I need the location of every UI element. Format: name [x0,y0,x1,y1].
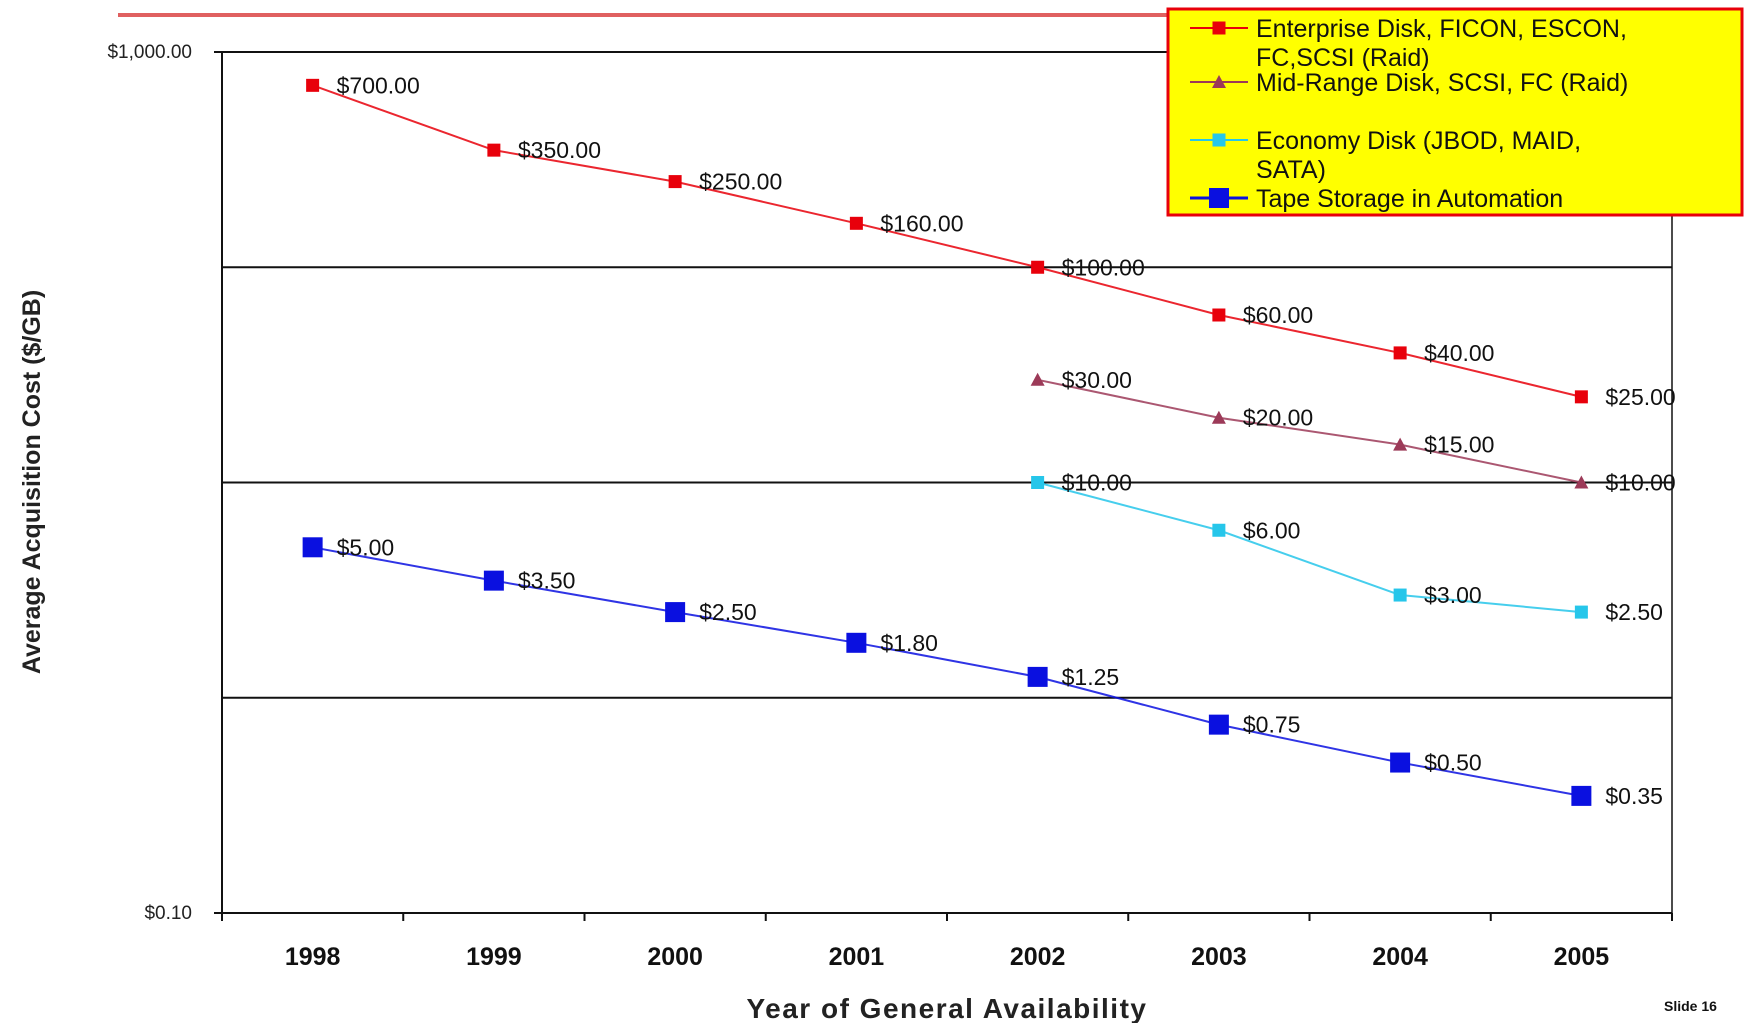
triangle-marker [1030,372,1045,386]
data-label: $2.50 [699,599,757,625]
legend-label: Enterprise Disk, FICON, ESCON, [1256,15,1627,43]
legend: Enterprise Disk, FICON, ESCON,FC,SCSI (R… [1166,7,1744,217]
data-label: $25.00 [1605,384,1675,410]
x-tick-label: 2004 [1372,943,1428,971]
square-marker [1393,588,1407,602]
x-tick-label: 2001 [829,943,885,971]
square-marker [487,143,501,157]
square-marker [1209,188,1229,208]
legend-label: Tape Storage in Automation [1256,185,1563,213]
legend-entries: Enterprise Disk, FICON, ESCON,FC,SCSI (R… [1190,15,1628,213]
slide-number: Slide 16 [1664,998,1717,1014]
data-label: $2.50 [1605,599,1663,625]
data-label: $15.00 [1424,432,1494,458]
square-marker [1212,21,1226,35]
data-label: $0.35 [1605,783,1663,809]
series-group: $700.00 $350.00 $250.00 $160.00 $100.00 $60.0… [306,72,1676,410]
data-label: $20.00 [1243,405,1313,431]
square-marker [1027,666,1048,687]
data-label: $10.00 [1062,470,1132,496]
data-label: $3.00 [1424,582,1482,608]
square-marker [1574,605,1588,619]
triangle-marker [1393,437,1408,451]
x-tick-label: 2005 [1554,943,1610,971]
data-label: $30.00 [1062,367,1132,393]
data-label: $60.00 [1243,302,1313,328]
series-line [312,546,1582,797]
data-label: $0.50 [1424,750,1482,776]
y-tick-label: $1,000.00 [107,42,192,63]
series-line [1037,378,1582,484]
data-label: $5.00 [337,534,395,560]
square-marker [306,78,320,92]
data-label: $160.00 [880,210,963,236]
square-marker [1393,346,1407,360]
triangle-marker [1574,475,1589,489]
square-marker [1574,390,1588,404]
data-label: $100.00 [1062,254,1145,280]
square-marker [1390,752,1411,773]
data-label: $350.00 [518,137,601,163]
data-label: $0.75 [1243,712,1301,738]
triangle-marker [1211,410,1226,424]
square-marker [1212,523,1226,537]
x-tick-label: 2003 [1191,943,1247,971]
series-layer: $700.00 $350.00 $250.00 $160.00 $100.00 $60.0… [302,72,1676,809]
y-axis-ticks: $1,000.00 $0.10 [107,42,222,924]
y-tick-label: $0.10 [144,903,192,924]
series-group: $10.00 $6.00 $3.00 $2.50 [1031,470,1663,625]
x-tick-label: 2000 [647,943,703,971]
square-marker [665,602,686,623]
square-marker [846,632,867,653]
square-marker [483,570,504,591]
x-tick-label: 2002 [1010,943,1066,971]
series-group: $5.00 $3.50 $2.50 $1.80 $1.25 $0.75 $0.50 $0.35 [302,534,1663,809]
square-marker [1212,308,1226,322]
square-marker [668,175,682,189]
gridlines [222,266,1672,699]
square-marker [1031,260,1045,274]
data-label: $1.80 [880,630,938,656]
series-line [312,84,1582,398]
series-group: $30.00 $20.00 $15.00 $10.00 [1030,367,1676,496]
x-tick-label: 1998 [285,943,341,971]
square-marker [849,216,863,230]
data-label: $250.00 [699,169,782,195]
data-label: $40.00 [1424,340,1494,366]
y-axis-title: Average Acquisition Cost ($/GB) [18,290,46,674]
data-label: $3.50 [518,568,576,594]
legend-label: SATA) [1256,156,1326,184]
x-axis-ticks: 1998 1999 2000 2001 2002 2003 2004 2005 [221,913,1673,971]
legend-label: Economy Disk (JBOD, MAID, [1256,127,1581,155]
data-label: $700.00 [337,72,420,98]
square-marker [1212,133,1226,147]
x-axis-title: Year of General Availability [747,993,1148,1023]
square-marker [1208,714,1229,735]
square-marker [1031,476,1045,489]
data-label: $1.25 [1062,664,1120,690]
series-line [1037,481,1582,614]
triangle-marker [1212,75,1226,88]
data-label: $6.00 [1243,517,1301,543]
square-marker [1571,785,1592,806]
square-marker [302,537,323,558]
legend-label: Mid-Range Disk, SCSI, FC (Raid) [1256,69,1628,97]
x-tick-label: 1999 [466,943,522,971]
legend-label: FC,SCSI (Raid) [1256,44,1430,72]
data-label: $10.00 [1605,470,1675,496]
legend-box [1166,7,1744,217]
